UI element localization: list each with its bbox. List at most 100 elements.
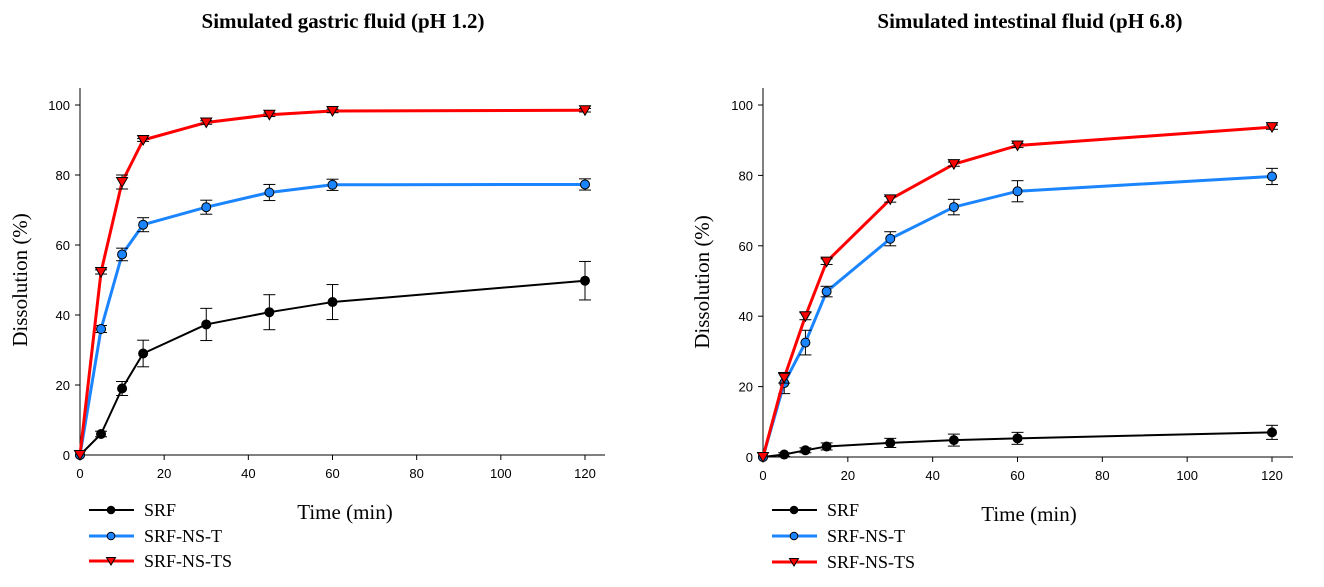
x-tick-label: 0 <box>76 466 83 481</box>
x-tick-label: 80 <box>1095 468 1109 483</box>
x-tick-label: 20 <box>841 468 855 483</box>
y-tick-label: 60 <box>56 238 70 253</box>
legend-item-srf: SRF <box>772 500 859 520</box>
series-srf <box>75 260 591 460</box>
data-point <box>885 233 896 244</box>
data-point <box>96 429 107 439</box>
data-point <box>1011 140 1024 152</box>
data-point <box>326 105 339 117</box>
data-point <box>800 445 811 456</box>
data-point <box>820 256 833 268</box>
x-tick-label: 60 <box>325 466 339 481</box>
legend-marker <box>106 505 116 515</box>
y-tick-label: 80 <box>739 168 753 183</box>
data-point <box>948 202 959 213</box>
data-point <box>73 450 87 461</box>
data-point <box>117 383 128 394</box>
data-point <box>263 109 276 121</box>
y-tick-label: 80 <box>56 168 70 183</box>
data-point <box>799 311 812 323</box>
data-point <box>138 348 149 359</box>
data-point <box>1265 122 1279 134</box>
x-tick-label: 100 <box>1176 468 1198 483</box>
x-axis-label: Time (min) <box>981 502 1076 526</box>
x-tick-label: 0 <box>759 468 766 483</box>
x-axis-label: Time (min) <box>297 500 392 524</box>
legend-label: SRF-NS-TS <box>827 552 915 572</box>
legend-label: SRF-NS-T <box>827 526 905 546</box>
series-srf-ns-t <box>75 178 591 460</box>
x-tick-label: 120 <box>1261 468 1283 483</box>
y-tick-label: 0 <box>746 450 753 465</box>
y-axis-label: Dissolution (%) <box>8 213 32 347</box>
legend-item-srf-ns-ts: SRF-NS-TS <box>772 552 915 572</box>
legend-marker <box>789 505 799 515</box>
y-axis-label: Dissolution (%) <box>690 215 714 349</box>
legend-label: SRF-NS-TS <box>144 551 232 571</box>
y-tick-label: 60 <box>739 239 753 254</box>
series-srf-ns-ts <box>73 105 592 461</box>
data-point <box>264 187 275 198</box>
series-srf <box>758 424 1278 462</box>
legend-item-srf-ns-t: SRF-NS-T <box>89 526 222 546</box>
y-tick-label: 40 <box>56 308 70 323</box>
data-point <box>327 297 338 308</box>
y-tick-label: 100 <box>731 98 753 113</box>
series-srf-ns-ts <box>756 122 1279 463</box>
x-tick-label: 100 <box>490 466 512 481</box>
legend-label: SRF-NS-T <box>144 526 222 546</box>
data-point <box>201 319 212 330</box>
legend-marker <box>105 557 117 566</box>
series-line <box>79 279 586 456</box>
y-tick-label: 20 <box>56 378 70 393</box>
data-point <box>201 202 212 213</box>
data-point <box>138 219 149 230</box>
data-point <box>756 452 770 463</box>
data-point <box>264 307 275 318</box>
legend-marker <box>788 558 800 567</box>
data-point <box>885 437 896 448</box>
x-tick-label: 80 <box>409 466 423 481</box>
data-point <box>821 441 832 452</box>
data-point <box>1267 427 1277 438</box>
series-line <box>78 108 586 456</box>
data-point <box>947 159 961 171</box>
y-tick-label: 40 <box>739 309 753 324</box>
data-point <box>136 135 150 146</box>
chart-title: Simulated intestinal fluid (pH 6.8) <box>877 9 1182 33</box>
data-point <box>94 266 108 278</box>
data-point <box>578 105 592 117</box>
x-tick-label: 120 <box>574 466 596 481</box>
x-tick-label: 40 <box>925 468 939 483</box>
data-point <box>779 449 790 460</box>
x-tick-label: 40 <box>241 466 255 481</box>
series-line <box>761 125 1273 458</box>
data-point <box>199 117 213 129</box>
chart-intestinal: Simulated intestinal fluid (pH 6.8) 0 20 40… <box>690 9 1293 572</box>
data-point <box>1012 186 1023 197</box>
legend-item-srf: SRF <box>89 500 176 520</box>
x-tick-label: 60 <box>1010 468 1024 483</box>
data-point <box>327 179 338 190</box>
legend-marker <box>789 531 799 541</box>
chart-title: Simulated gastric fluid (pH 1.2) <box>202 9 485 33</box>
data-point <box>800 337 811 348</box>
data-point <box>1012 433 1023 444</box>
legend-item-srf-ns-t: SRF-NS-T <box>772 526 905 546</box>
legend-item-srf-ns-ts: SRF-NS-TS <box>89 551 232 571</box>
data-point <box>821 286 832 297</box>
y-tick-label: 0 <box>63 448 70 463</box>
data-point <box>580 179 590 190</box>
chart-gastric: Simulated gastric fluid (pH 1.2) 0 20 40 60 8… <box>8 9 605 571</box>
x-tick-label: 20 <box>157 466 171 481</box>
data-point <box>96 324 107 334</box>
legend-marker <box>106 531 116 541</box>
data-point <box>117 249 128 260</box>
series-line <box>78 182 586 456</box>
data-point <box>948 435 959 446</box>
series-srf-ns-t <box>758 167 1278 462</box>
series-line <box>761 174 1273 458</box>
data-point <box>777 372 791 384</box>
data-point <box>883 194 897 206</box>
